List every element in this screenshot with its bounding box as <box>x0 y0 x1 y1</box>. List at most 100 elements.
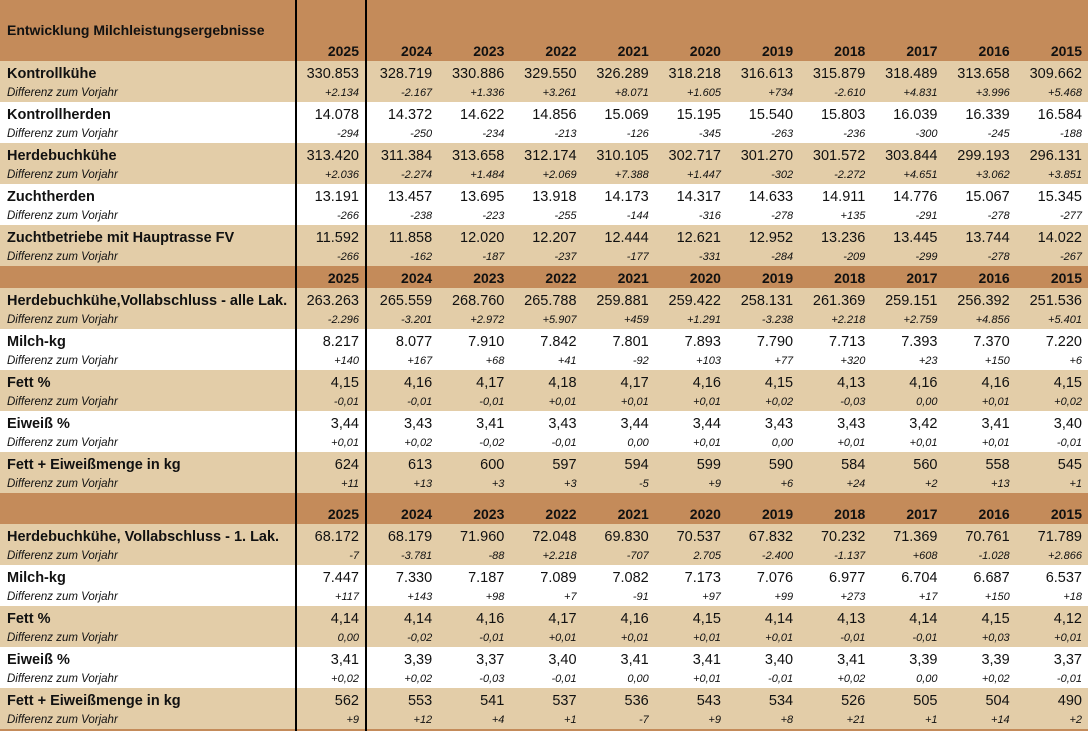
diff-cell: -2.167 <box>366 83 439 102</box>
value-cell: 558 <box>943 452 1016 474</box>
value-cell: 541 <box>438 688 511 710</box>
year-header: 2021 <box>582 266 655 288</box>
value-cell: 12.952 <box>726 225 800 247</box>
diff-row: Differenz zum Vorjahr -2.296 -3.201 +2.972 +… <box>0 310 1088 329</box>
value-cell: 301.270 <box>726 143 800 165</box>
value-cell: 14.173 <box>582 184 655 206</box>
diff-cell: -3.201 <box>366 310 439 329</box>
diff-cell: +0,01 <box>654 669 727 688</box>
value-cell: 7.089 <box>510 565 583 587</box>
diff-cell: +5.401 <box>1015 310 1088 329</box>
value-cell: 3,40 <box>510 647 583 669</box>
diff-cell: -291 <box>871 206 944 225</box>
diff-cell: -0,01 <box>799 628 872 647</box>
diff-cell: -263 <box>726 124 800 143</box>
value-cell: 4,14 <box>366 606 439 628</box>
year-header: 2018 <box>799 493 872 524</box>
value-cell: 613 <box>366 452 439 474</box>
value-cell: 330.853 <box>295 61 368 83</box>
diff-label: Differenz zum Vorjahr <box>0 587 297 606</box>
value-cell: 3,41 <box>438 411 511 433</box>
value-cell: 15.067 <box>943 184 1016 206</box>
diff-cell: +0,01 <box>871 433 944 452</box>
value-cell: 14.622 <box>438 102 511 124</box>
value-cell: 545 <box>1015 452 1088 474</box>
value-cell: 12.621 <box>654 225 727 247</box>
value-cell: 259.151 <box>871 288 944 310</box>
year-header: 2022 <box>510 0 583 61</box>
diff-label: Differenz zum Vorjahr <box>0 628 297 647</box>
value-cell: 72.048 <box>510 524 583 546</box>
value-cell: 4,16 <box>943 370 1016 392</box>
value-cell: 4,17 <box>438 370 511 392</box>
year-header: 2019 <box>726 266 800 288</box>
row-label: Herdebuchkühe, Vollabschluss - 1. Lak. <box>0 524 297 546</box>
diff-cell: -126 <box>582 124 655 143</box>
value-cell: 299.193 <box>943 143 1016 165</box>
value-cell: 4,15 <box>654 606 727 628</box>
diff-cell: +1.336 <box>438 83 511 102</box>
diff-cell: +608 <box>871 546 944 565</box>
value-cell: 69.830 <box>582 524 655 546</box>
diff-cell: +18 <box>1015 587 1088 606</box>
diff-cell: +0,01 <box>582 628 655 647</box>
diff-cell: -299 <box>871 247 944 266</box>
value-cell: 13.445 <box>871 225 944 247</box>
diff-cell: +9 <box>654 474 727 493</box>
diff-cell: -278 <box>726 206 800 225</box>
diff-cell: +9 <box>295 710 368 729</box>
value-cell: 7.842 <box>510 329 583 351</box>
diff-cell: +98 <box>438 587 511 606</box>
diff-row: Differenz zum Vorjahr -294 -250 -234 -213 -12… <box>0 124 1088 143</box>
value-cell: 590 <box>726 452 800 474</box>
year-header: 2022 <box>510 493 583 524</box>
value-cell: 70.537 <box>654 524 727 546</box>
diff-row: Differenz zum Vorjahr +2.134 -2.167 +1.336 +… <box>0 83 1088 102</box>
value-cell: 259.422 <box>654 288 727 310</box>
diff-label: Differenz zum Vorjahr <box>0 165 297 184</box>
value-cell: 251.536 <box>1015 288 1088 310</box>
row-label: Eiweiß % <box>0 647 297 669</box>
diff-row: Differenz zum Vorjahr +2.036 -2.274 +1.484 +… <box>0 165 1088 184</box>
value-cell: 505 <box>871 688 944 710</box>
diff-cell: 0,00 <box>726 433 800 452</box>
value-cell: 3,41 <box>943 411 1016 433</box>
value-cell: 15.803 <box>799 102 872 124</box>
diff-cell: -144 <box>582 206 655 225</box>
diff-cell: -213 <box>510 124 583 143</box>
value-cell: 268.760 <box>438 288 511 310</box>
value-cell: 261.369 <box>799 288 872 310</box>
value-cell: 6.977 <box>799 565 872 587</box>
value-cell: 4,16 <box>366 370 439 392</box>
row-label: Milch-kg <box>0 565 297 587</box>
diff-cell: -345 <box>654 124 727 143</box>
diff-cell: -300 <box>871 124 944 143</box>
value-cell: 560 <box>871 452 944 474</box>
diff-cell: 0,00 <box>582 669 655 688</box>
year-header: 2018 <box>799 266 872 288</box>
diff-cell: +167 <box>366 351 439 370</box>
diff-cell: -0,01 <box>366 392 439 411</box>
diff-cell: -331 <box>654 247 727 266</box>
value-cell: 13.918 <box>510 184 583 206</box>
diff-cell: -188 <box>1015 124 1088 143</box>
diff-cell: +734 <box>726 83 800 102</box>
diff-cell: +2.218 <box>510 546 583 565</box>
value-cell: 312.174 <box>510 143 583 165</box>
value-cell: 16.039 <box>871 102 944 124</box>
diff-cell: -267 <box>1015 247 1088 266</box>
diff-cell: -92 <box>582 351 655 370</box>
diff-cell: -277 <box>1015 206 1088 225</box>
diff-cell: +0,01 <box>726 628 800 647</box>
diff-row: Differenz zum Vorjahr +0,02 +0,02 -0,03 -0,0… <box>0 669 1088 688</box>
diff-cell: -187 <box>438 247 511 266</box>
diff-cell: -5 <box>582 474 655 493</box>
diff-row: Differenz zum Vorjahr -266 -238 -223 -255 -14… <box>0 206 1088 225</box>
diff-cell: -234 <box>438 124 511 143</box>
value-cell: 71.960 <box>438 524 511 546</box>
row-label: Herdebuchkühe <box>0 143 297 165</box>
diff-cell: -1.028 <box>943 546 1016 565</box>
year-header: 2018 <box>799 0 872 61</box>
year-header: 2016 <box>943 493 1016 524</box>
value-cell: 12.020 <box>438 225 511 247</box>
